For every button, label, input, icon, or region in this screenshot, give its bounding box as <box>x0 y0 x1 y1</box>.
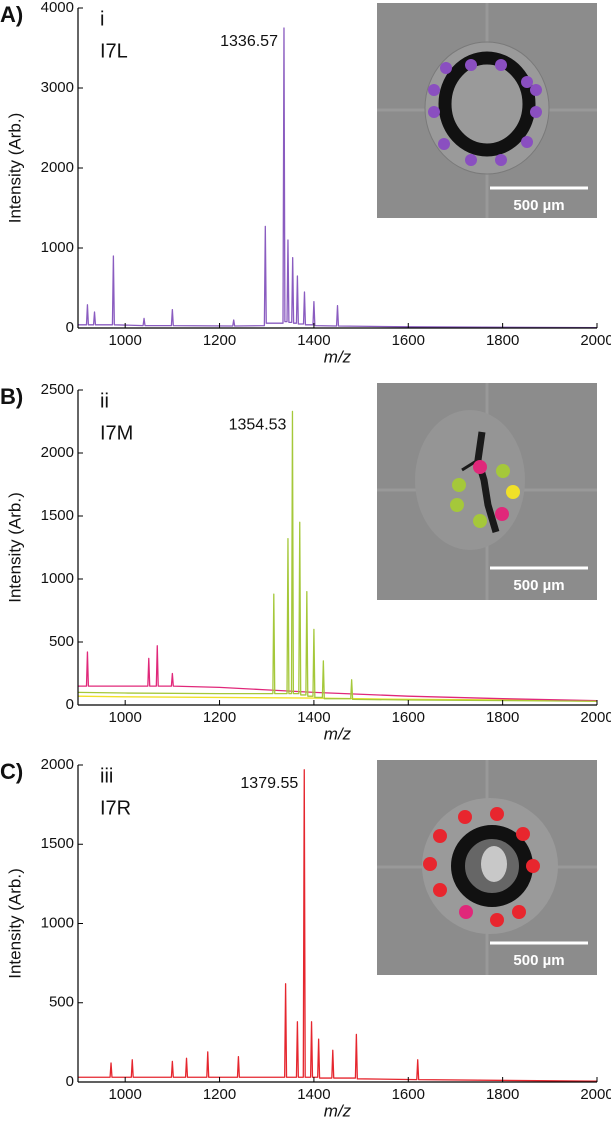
x-tick-label: 1800 <box>486 1086 519 1103</box>
y-tick-label: 1500 <box>41 835 74 852</box>
panel-label: A) <box>0 2 23 27</box>
spectrum-line <box>78 27 598 329</box>
inset-image: 500 µm <box>377 760 597 975</box>
y-tick-label: 500 <box>49 633 74 650</box>
x-tick-label: 1600 <box>392 709 425 726</box>
x-tick-label: 1600 <box>392 332 425 349</box>
scale-bar-label: 500 µm <box>513 952 564 969</box>
x-tick-label: 1200 <box>203 1086 236 1103</box>
y-tick-label: 2500 <box>41 381 74 398</box>
y-axis-label: Intensity (Arb.) <box>5 868 24 979</box>
x-axis-label: m/z <box>324 347 352 366</box>
y-tick-label: 0 <box>66 696 74 713</box>
sample-label: I7L <box>100 40 128 62</box>
x-tick-label: 1800 <box>486 709 519 726</box>
x-tick-label: 2000 <box>580 709 611 726</box>
inset-image: 500 µm <box>377 3 597 218</box>
y-tick-label: 4000 <box>41 0 74 16</box>
panel-label: C) <box>0 759 23 784</box>
y-axis-label: Intensity (Arb.) <box>5 492 24 603</box>
panel-label: B) <box>0 384 23 409</box>
x-tick-label: 1200 <box>203 332 236 349</box>
peak-annotation: 1379.55 <box>240 775 298 792</box>
x-tick-label: 1000 <box>108 709 141 726</box>
sample-label: I7M <box>100 422 133 444</box>
panel-roman: ii <box>100 390 109 412</box>
y-tick-label: 1000 <box>41 239 74 256</box>
y-tick-label: 1500 <box>41 507 74 524</box>
x-tick-label: 1800 <box>486 332 519 349</box>
x-tick-label: 1000 <box>108 332 141 349</box>
y-tick-label: 0 <box>66 319 74 336</box>
peak-annotation: 1354.53 <box>229 417 287 434</box>
x-tick-label: 1000 <box>108 1086 141 1103</box>
x-tick-label: 1600 <box>392 1086 425 1103</box>
scale-bar-label: 500 µm <box>513 577 564 594</box>
y-tick-label: 1000 <box>41 914 74 931</box>
x-tick-label: 1400 <box>297 332 330 349</box>
y-tick-label: 0 <box>66 1073 74 1090</box>
x-tick-label: 2000 <box>580 332 611 349</box>
scale-bar-label: 500 µm <box>513 197 564 214</box>
y-tick-label: 2000 <box>41 756 74 773</box>
panel-roman: i <box>100 8 104 30</box>
peak-annotation: 1336.57 <box>220 33 278 50</box>
x-tick-label: 1400 <box>297 709 330 726</box>
y-tick-label: 2000 <box>41 159 74 176</box>
sample-label: I7R <box>100 797 131 819</box>
x-tick-label: 1400 <box>297 1086 330 1103</box>
y-tick-label: 3000 <box>41 79 74 96</box>
x-axis-label: m/z <box>324 1101 352 1120</box>
x-tick-label: 1200 <box>203 709 236 726</box>
spectrum-line <box>78 645 598 702</box>
spectrum-line <box>78 769 598 1082</box>
spectrum-line <box>77 410 598 702</box>
panel-roman: iii <box>100 765 113 787</box>
y-tick-label: 1000 <box>41 570 74 587</box>
inset-image: 500 µm <box>377 383 597 600</box>
y-tick-label: 500 <box>49 994 74 1011</box>
y-axis-label: Intensity (Arb.) <box>5 113 24 224</box>
x-tick-label: 2000 <box>580 1086 611 1103</box>
y-tick-label: 2000 <box>41 444 74 461</box>
x-axis-label: m/z <box>324 724 352 743</box>
